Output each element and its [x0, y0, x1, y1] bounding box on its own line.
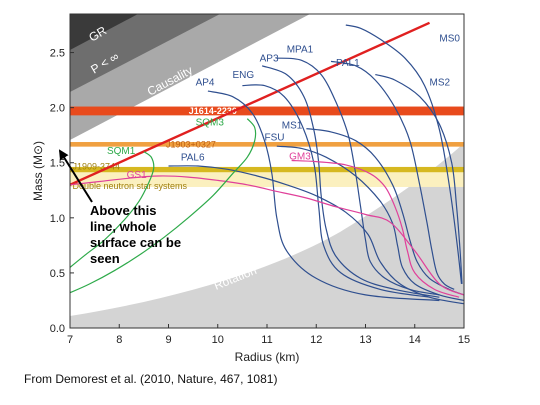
curve-label-pal6: PAL6 [181, 153, 205, 164]
x-axis-title: Radius (km) [235, 350, 300, 364]
annotation-line-2: line, whole [90, 219, 156, 234]
curve-mpa1 [276, 57, 440, 296]
curve-pal6 [168, 165, 464, 305]
x-tick-label: 15 [458, 334, 470, 346]
curve-fsu [276, 145, 464, 302]
curve-label-fsu: FSU [265, 133, 285, 144]
x-tick-label: 14 [409, 334, 421, 346]
annotation: Above this line, whole surface can be se… [58, 149, 181, 266]
curve-ms1 [306, 128, 464, 296]
figure-caption: From Demorest et al. (2010, Nature, 467,… [24, 372, 278, 386]
y-tick-label: 1.0 [50, 213, 65, 225]
pulsar-band-j1909-3744 [70, 166, 464, 173]
y-tick-label: 0.0 [50, 323, 65, 335]
annotation-line-4: seen [90, 251, 120, 266]
curve-ms0 [345, 24, 463, 284]
curve-eng [242, 84, 430, 298]
x-tick-label: 13 [359, 334, 371, 346]
curve-label-pal1: PAL1 [336, 58, 360, 69]
curve-ap4 [207, 90, 440, 302]
y-axis-title: Mass (M⊙) [31, 141, 45, 201]
curve-gm3 [291, 159, 460, 298]
curve-label-gm3: GM3 [289, 151, 311, 162]
pulsar-label-j1903-0327: J1903+0327 [166, 139, 216, 149]
y-tick-label: 2.5 [50, 48, 65, 60]
curve-label-ap3: AP3 [260, 53, 279, 64]
curve-sqm1 [70, 151, 155, 268]
curve-label-sqm3: SQM3 [196, 117, 225, 128]
annotation-line-1: Above this [90, 203, 156, 218]
curve-label-gs1: GS1 [127, 170, 147, 181]
pulsar-band-j1903-0327 [70, 142, 464, 147]
x-tick-label: 9 [165, 334, 171, 346]
annotation-line-3: surface can be [90, 235, 181, 250]
annotation-arrow [58, 149, 93, 203]
pulsar-label-j1909-3744: J1909-3744 [72, 162, 120, 172]
pulsar-label-double-neutron-star-systems: Double neutron star systems [72, 181, 187, 191]
x-tick-label: 10 [212, 334, 224, 346]
x-tick-label: 7 [67, 334, 73, 346]
rotation-region [70, 143, 464, 328]
curve-label-eng: ENG [233, 70, 255, 81]
curve-label-ap4: AP4 [196, 78, 215, 89]
visibility-limit-line [70, 21, 431, 186]
curve-label-ms0: MS0 [439, 34, 460, 45]
gr-region [70, 14, 138, 50]
pulsar-label-j1614-2230: J1614-2230 [189, 106, 237, 116]
x-tick-label: 11 [261, 334, 272, 346]
y-tick-label: 2.0 [50, 103, 65, 115]
curve-label-sqm1: SQM1 [107, 146, 136, 157]
curve-pal1 [330, 60, 455, 290]
y-tick-label: 0.5 [50, 268, 65, 280]
curve-ap3 [261, 65, 440, 298]
curve-gs1 [70, 175, 464, 296]
pulsar-band-j1614-2230 [70, 106, 464, 116]
x-tick-label: 12 [310, 334, 322, 346]
curve-sqm3 [70, 118, 257, 294]
curve-ms2 [375, 74, 463, 284]
curve-label-ms1: MS1 [282, 121, 303, 132]
curve-label-ms2: MS2 [430, 78, 451, 89]
y-tick-label: 1.5 [50, 158, 65, 170]
x-tick-label: 8 [116, 334, 122, 346]
curve-label-mpa1: MPA1 [287, 45, 314, 56]
p-infinity-region [70, 14, 220, 92]
